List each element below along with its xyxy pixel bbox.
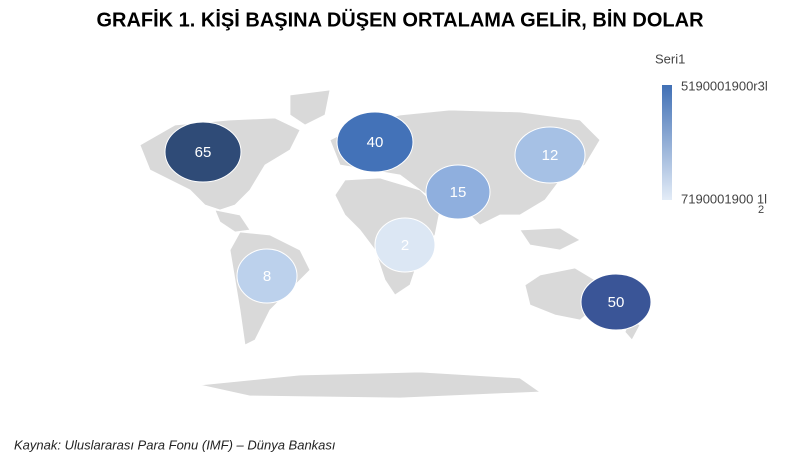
- legend-title: Seri1: [655, 51, 685, 66]
- chart-title: GRAFİK 1. KİŞİ BAŞINA DÜŞEN ORTALAMA GEL…: [96, 8, 704, 31]
- legend-max-label: 5190001900r3l: [681, 78, 768, 93]
- bubble: [336, 111, 414, 173]
- bubble: [164, 121, 242, 183]
- bubble-label: 65: [195, 144, 212, 161]
- bubble-label: 50: [608, 294, 625, 311]
- legend-min-label: 7190001900 1l: [681, 191, 767, 206]
- bubble: [425, 164, 491, 220]
- bubble: [514, 126, 586, 184]
- bubble: [580, 273, 652, 331]
- bubble-label: 2: [401, 237, 409, 254]
- bubble-label: 12: [542, 147, 559, 164]
- legend-gradient: [662, 85, 672, 200]
- bubble-label: 8: [263, 268, 271, 285]
- bubble-label: 15: [450, 184, 467, 201]
- legend-note: 2: [758, 204, 764, 216]
- bubble: [236, 248, 298, 304]
- bubble: [374, 217, 436, 273]
- source-note: Kaynak: Uluslararası Para Fonu (IMF) – D…: [14, 437, 336, 452]
- bubble-label: 40: [367, 134, 384, 151]
